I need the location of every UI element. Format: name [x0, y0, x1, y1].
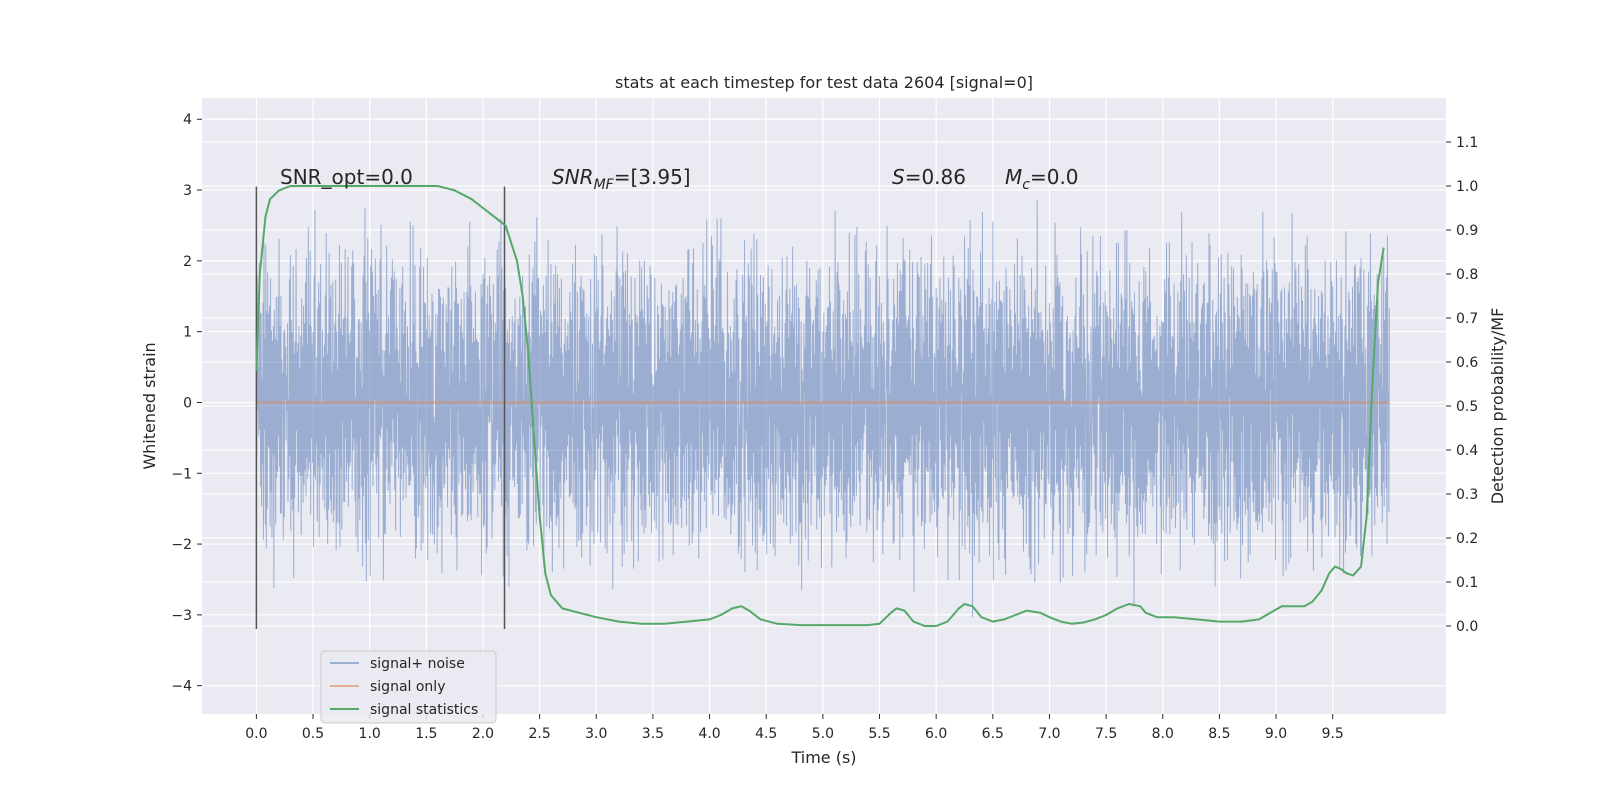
annotation-s-value: =0.86 [905, 165, 966, 189]
x-tick-label: 5.0 [812, 726, 834, 742]
annotation-mc-sub: c [1022, 177, 1030, 193]
x-tick-label: 3.5 [642, 726, 664, 742]
y2-tick-label: 0.7 [1456, 311, 1478, 327]
x-tick-label: 7.0 [1038, 726, 1060, 742]
annotation-s: S=0.86 [892, 165, 966, 189]
y-axis-label: Whitened strain [140, 342, 159, 469]
x-tick-label: 4.5 [755, 726, 777, 742]
y2-ticks: 0.0 0.1 0.2 0.3 0.4 0.5 0.6 0.7 0.8 0.9 1.0 1.1 [1446, 135, 1478, 635]
y-tick-label: −3 [171, 608, 192, 624]
y2-tick-label: 1.1 [1456, 135, 1478, 151]
annotation-mc: Mc=0.0 [1005, 165, 1079, 193]
annotation-snr-mf-sub: MF [594, 177, 615, 193]
x-tick-label: 8.5 [1208, 726, 1230, 742]
annotation-snr-mf-value: =[3.95] [614, 165, 691, 189]
legend-label-signal-noise: signal+ noise [370, 656, 465, 672]
x-tick-label: 5.5 [868, 726, 890, 742]
y-ticks: −4 −3 −2 −1 0 1 2 3 4 [171, 112, 202, 695]
signal-statistics-line [255, 185, 1385, 627]
x-axis-label: Time (s) [790, 748, 856, 767]
y-tick-label: 3 [183, 183, 192, 199]
chart-title: stats at each timestep for test data 260… [615, 73, 1033, 92]
signal-noise-line [255, 199, 1390, 618]
y2-tick-label: 1.0 [1456, 179, 1478, 195]
x-tick-label: 6.5 [982, 726, 1004, 742]
y2-tick-label: 0.1 [1456, 575, 1478, 591]
series-signal-noise [255, 199, 1390, 618]
y-tick-label: 1 [183, 325, 192, 341]
y2-tick-label: 0.0 [1456, 619, 1478, 635]
x-tick-label: 1.5 [415, 726, 437, 742]
y-tick-label: −2 [171, 537, 192, 553]
annotation-mc-value: =0.0 [1030, 165, 1079, 189]
legend: signal+ noise signal only signal statist… [320, 650, 497, 724]
legend-box [320, 650, 497, 724]
x-tick-label: 6.0 [925, 726, 947, 742]
y2-tick-label: 0.8 [1456, 267, 1478, 283]
y-tick-label: 2 [183, 254, 192, 270]
x-tick-label: 7.5 [1095, 726, 1117, 742]
legend-label-signal-statistics: signal statistics [370, 702, 478, 718]
y2-tick-label: 0.6 [1456, 355, 1478, 371]
series-signal-statistics [255, 185, 1385, 627]
legend-label-signal-only: signal only [370, 679, 445, 695]
x-tick-label: 2.5 [528, 726, 550, 742]
y2-axis-label: Detection probability/MF [1488, 308, 1507, 505]
y-tick-label: −4 [171, 679, 192, 695]
y2-tick-label: 0.5 [1456, 399, 1478, 415]
y2-tick-label: 0.3 [1456, 487, 1478, 503]
x-tick-label: 4.0 [698, 726, 720, 742]
vertical-markers [255, 186, 506, 630]
x-tick-label: 3.0 [585, 726, 607, 742]
y-tick-label: 0 [183, 395, 192, 411]
annotation-snr-mf: SNRMF=[3.95] [552, 165, 691, 193]
annotation-snr-opt: SNR_opt=0.0 [280, 165, 413, 189]
x-tick-label: 8.0 [1152, 726, 1174, 742]
x-tick-label: 0.5 [302, 726, 324, 742]
y2-tick-label: 0.9 [1456, 223, 1478, 239]
annotation-snr-mf-main: SNR [552, 165, 594, 189]
x-tick-label: 9.0 [1265, 726, 1287, 742]
x-tick-label: 1.0 [359, 726, 381, 742]
y-tick-label: 4 [183, 112, 192, 128]
x-ticks: 0.0 0.5 1.0 1.5 2.0 2.5 3.0 3.5 4.0 4.5 5.0 5.5 6.0 6… [245, 714, 1344, 742]
annotation-mc-symbol: M [1005, 165, 1022, 189]
annotations: SNR_opt=0.0 SNRMF=[3.95] S=0.86 Mc=0.0 [280, 165, 1079, 193]
y2-tick-label: 0.4 [1456, 443, 1478, 459]
annotation-s-symbol: S [892, 165, 905, 189]
y-tick-label: −1 [171, 466, 192, 482]
y2-tick-label: 0.2 [1456, 531, 1478, 547]
x-tick-label: 0.0 [245, 726, 267, 742]
x-tick-label: 9.5 [1322, 726, 1344, 742]
x-tick-label: 2.0 [472, 726, 494, 742]
